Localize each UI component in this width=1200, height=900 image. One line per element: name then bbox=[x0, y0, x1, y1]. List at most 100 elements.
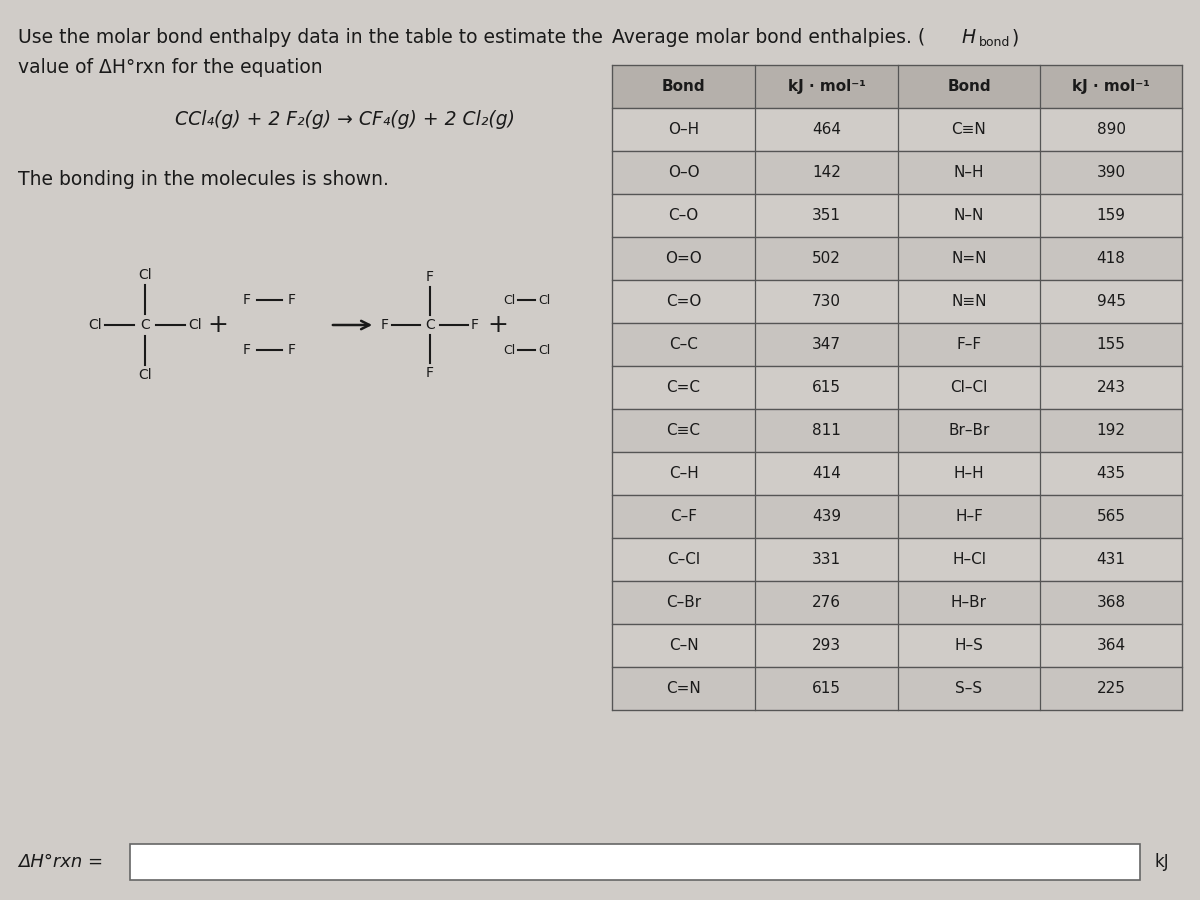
Bar bbox=[612, 108, 1182, 151]
Text: Cl: Cl bbox=[138, 268, 152, 282]
Text: kJ: kJ bbox=[1154, 853, 1170, 871]
Text: Bond: Bond bbox=[661, 79, 706, 94]
Bar bbox=[612, 280, 1182, 323]
Text: 414: 414 bbox=[812, 466, 841, 481]
Text: C–H: C–H bbox=[668, 466, 698, 481]
Text: C–Cl: C–Cl bbox=[667, 552, 700, 567]
Text: Cl: Cl bbox=[188, 318, 202, 332]
Text: O–O: O–O bbox=[667, 165, 700, 180]
Text: C–F: C–F bbox=[670, 509, 697, 524]
Text: F: F bbox=[288, 293, 296, 307]
Text: 615: 615 bbox=[812, 380, 841, 395]
Bar bbox=[612, 237, 1182, 280]
Text: C–C: C–C bbox=[670, 337, 698, 352]
Text: F: F bbox=[288, 343, 296, 357]
Text: 159: 159 bbox=[1097, 208, 1126, 223]
Bar bbox=[612, 65, 1182, 108]
Text: Cl: Cl bbox=[503, 293, 515, 307]
Text: Cl: Cl bbox=[503, 344, 515, 356]
Text: C: C bbox=[140, 318, 150, 332]
Text: H–S: H–S bbox=[954, 638, 984, 653]
Text: H–H: H–H bbox=[954, 466, 984, 481]
Text: F: F bbox=[382, 318, 389, 332]
Text: 945: 945 bbox=[1097, 294, 1126, 309]
Text: 347: 347 bbox=[812, 337, 841, 352]
Text: F–F: F–F bbox=[956, 337, 982, 352]
Bar bbox=[612, 194, 1182, 237]
Text: 502: 502 bbox=[812, 251, 841, 266]
Text: Cl: Cl bbox=[538, 344, 551, 356]
Text: 390: 390 bbox=[1097, 165, 1126, 180]
Text: N–H: N–H bbox=[954, 165, 984, 180]
Text: F: F bbox=[426, 366, 434, 380]
Text: CCl₄(g) + 2 F₂(g) → CF₄(g) + 2 Cl₂(g): CCl₄(g) + 2 F₂(g) → CF₄(g) + 2 Cl₂(g) bbox=[175, 110, 515, 129]
Text: Cl: Cl bbox=[138, 368, 152, 382]
Text: C–O: C–O bbox=[668, 208, 698, 223]
Text: +: + bbox=[487, 313, 509, 337]
Text: C=O: C=O bbox=[666, 294, 701, 309]
Text: C=C: C=C bbox=[666, 380, 701, 395]
Text: N–N: N–N bbox=[954, 208, 984, 223]
Text: F: F bbox=[242, 343, 251, 357]
Bar bbox=[612, 581, 1182, 624]
Text: 439: 439 bbox=[812, 509, 841, 524]
Text: Br–Br: Br–Br bbox=[948, 423, 990, 438]
Bar bbox=[130, 844, 1140, 880]
Bar bbox=[612, 495, 1182, 538]
Text: 225: 225 bbox=[1097, 681, 1126, 696]
Bar bbox=[612, 409, 1182, 452]
Text: N=N: N=N bbox=[952, 251, 986, 266]
Text: N≡N: N≡N bbox=[952, 294, 986, 309]
Text: F: F bbox=[242, 293, 251, 307]
Text: 811: 811 bbox=[812, 423, 841, 438]
Text: kJ · mol⁻¹: kJ · mol⁻¹ bbox=[1072, 79, 1150, 94]
Text: 351: 351 bbox=[812, 208, 841, 223]
Text: 615: 615 bbox=[812, 681, 841, 696]
Text: 155: 155 bbox=[1097, 337, 1126, 352]
Text: 142: 142 bbox=[812, 165, 841, 180]
Text: 368: 368 bbox=[1097, 595, 1126, 610]
Bar bbox=[612, 452, 1182, 495]
Bar bbox=[612, 151, 1182, 194]
Text: F: F bbox=[470, 318, 479, 332]
Text: 565: 565 bbox=[1097, 509, 1126, 524]
Text: S–S: S–S bbox=[955, 681, 983, 696]
Bar bbox=[612, 624, 1182, 667]
Text: H–Br: H–Br bbox=[952, 595, 986, 610]
Bar bbox=[612, 366, 1182, 409]
Text: bond: bond bbox=[979, 36, 1010, 49]
Text: C≡C: C≡C bbox=[666, 423, 701, 438]
Text: 293: 293 bbox=[812, 638, 841, 653]
Text: C–N: C–N bbox=[668, 638, 698, 653]
Text: 890: 890 bbox=[1097, 122, 1126, 137]
Text: kJ · mol⁻¹: kJ · mol⁻¹ bbox=[787, 79, 865, 94]
Text: value of ΔH°rxn for the equation: value of ΔH°rxn for the equation bbox=[18, 58, 323, 77]
Text: 364: 364 bbox=[1097, 638, 1126, 653]
Text: C=N: C=N bbox=[666, 681, 701, 696]
Text: Cl: Cl bbox=[89, 318, 102, 332]
Text: H: H bbox=[962, 28, 976, 47]
Text: Cl–Cl: Cl–Cl bbox=[950, 380, 988, 395]
Text: 331: 331 bbox=[812, 552, 841, 567]
Text: O–H: O–H bbox=[668, 122, 700, 137]
Text: 243: 243 bbox=[1097, 380, 1126, 395]
Text: 435: 435 bbox=[1097, 466, 1126, 481]
Text: H–F: H–F bbox=[955, 509, 983, 524]
Text: +: + bbox=[208, 313, 228, 337]
Text: Cl: Cl bbox=[538, 293, 551, 307]
Text: 730: 730 bbox=[812, 294, 841, 309]
Text: O=O: O=O bbox=[665, 251, 702, 266]
Text: F: F bbox=[426, 270, 434, 284]
Text: ΔH°rxn =: ΔH°rxn = bbox=[18, 853, 103, 871]
Text: Use the molar bond enthalpy data in the table to estimate the: Use the molar bond enthalpy data in the … bbox=[18, 28, 602, 47]
Text: H–Cl: H–Cl bbox=[952, 552, 986, 567]
Text: ): ) bbox=[1012, 28, 1019, 47]
Text: 192: 192 bbox=[1097, 423, 1126, 438]
Bar bbox=[612, 667, 1182, 710]
Text: The bonding in the molecules is shown.: The bonding in the molecules is shown. bbox=[18, 170, 389, 189]
Text: C: C bbox=[425, 318, 434, 332]
Text: 418: 418 bbox=[1097, 251, 1126, 266]
Text: 276: 276 bbox=[812, 595, 841, 610]
Text: 431: 431 bbox=[1097, 552, 1126, 567]
Text: C≡N: C≡N bbox=[952, 122, 986, 137]
